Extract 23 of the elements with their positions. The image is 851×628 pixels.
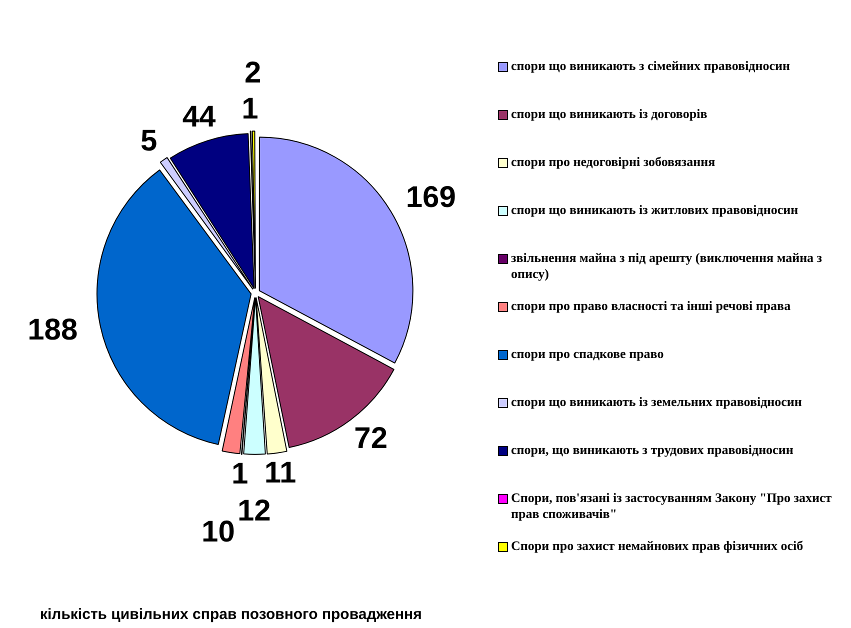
data-label: 1 (242, 92, 258, 126)
legend-label: звільнення майна з під арешту (виключення майна з опису) (511, 250, 824, 282)
legend-label: спори що виникають із договорів (511, 106, 708, 122)
legend-label: спори що виникають з сімейних правовідносин (511, 58, 790, 74)
legend-label: спори про право власності та інші речові права (511, 298, 791, 314)
data-label: 12 (237, 494, 271, 528)
data-label: 5 (140, 124, 158, 158)
data-label: 169 (406, 181, 456, 214)
data-label: 11 (264, 456, 296, 490)
data-label: 72 (354, 422, 388, 455)
legend-label: Спори про захист немайнових прав фізичних осіб (511, 538, 804, 554)
legend-label: спори, що виникають з трудових правовідносин (511, 442, 794, 458)
legend-label: спори про недоговірні зобовязання (511, 154, 716, 170)
text: кількість цивільних справ позовного провадження (40, 606, 423, 623)
legend-label: спори про спадкове право (511, 346, 664, 362)
data-label: 44 (182, 100, 216, 134)
data-label: 1 (231, 458, 248, 491)
data-label: 188 (28, 313, 78, 346)
data-label: 10 (202, 515, 235, 548)
legend-label: спори що виникають із земельних правовідносин (511, 394, 802, 410)
legend-label: Спори, пов'язані із застосуванням Закону "Про захист прав споживачів" (511, 490, 833, 522)
legend-label: спори що виникають із житлових правовідносин (511, 202, 798, 218)
data-label: 2 (244, 56, 262, 90)
